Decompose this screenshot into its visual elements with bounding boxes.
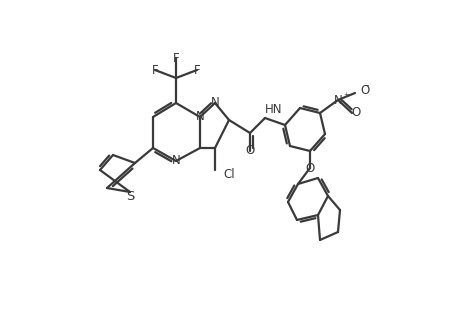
Text: F: F <box>173 51 179 64</box>
Text: F: F <box>194 63 200 76</box>
Text: N: N <box>196 111 204 124</box>
Text: F: F <box>151 63 158 76</box>
Text: $^{-}$: $^{-}$ <box>364 83 370 93</box>
Text: N: N <box>172 154 180 167</box>
Text: N: N <box>211 96 219 109</box>
Text: O: O <box>352 106 361 119</box>
Text: O: O <box>360 85 369 98</box>
Text: N: N <box>334 94 342 107</box>
Text: S: S <box>126 191 134 204</box>
Text: Cl: Cl <box>223 167 235 180</box>
Text: HN: HN <box>265 103 282 116</box>
Text: $^{+}$: $^{+}$ <box>342 92 349 102</box>
Text: O: O <box>246 145 255 158</box>
Text: O: O <box>305 161 314 174</box>
